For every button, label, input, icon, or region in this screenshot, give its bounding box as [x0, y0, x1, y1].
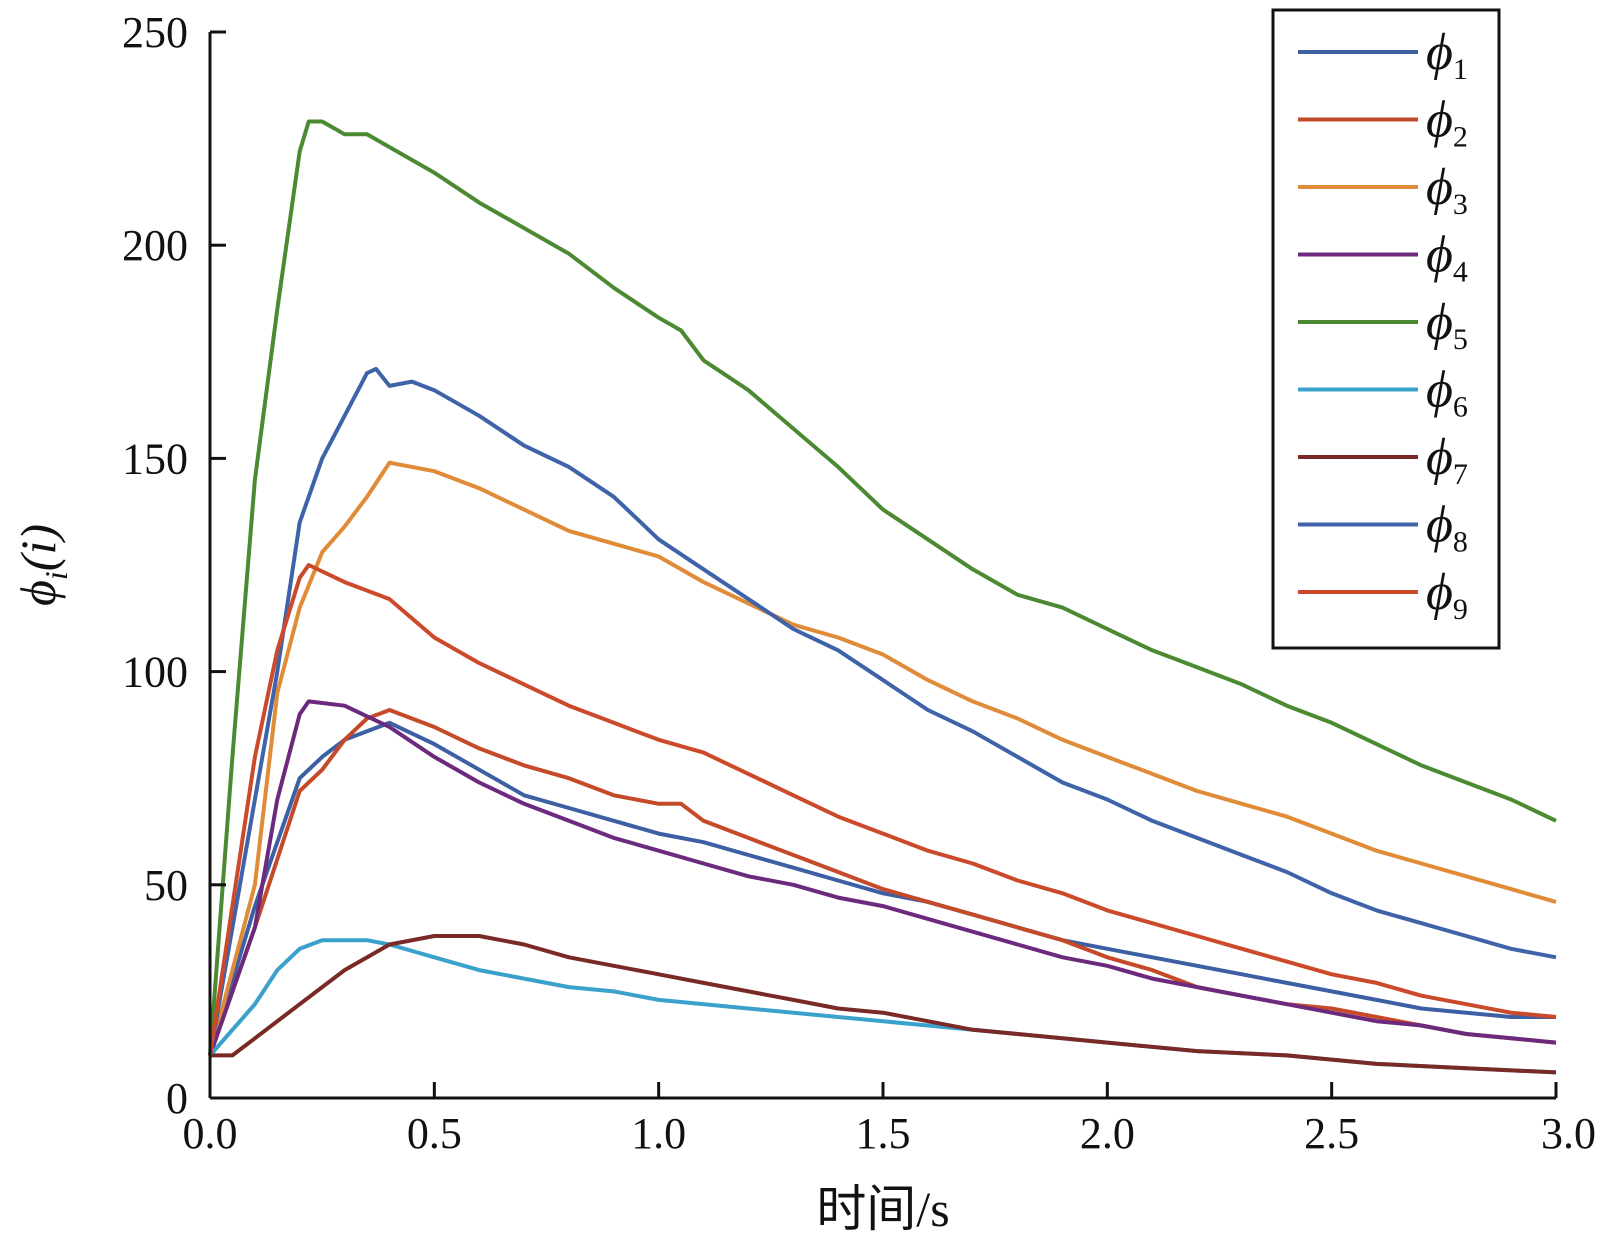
legend-label-5: ϕ5 — [1426, 294, 1468, 356]
y-axis-title: ϕi(i) — [10, 524, 74, 606]
y-tick-label: 100 — [122, 648, 188, 697]
series-line-8 — [208, 366, 1557, 1056]
legend-box — [1271, 8, 1501, 650]
y-tick-label: 200 — [122, 221, 188, 270]
series-line-4 — [208, 699, 1557, 1057]
legend-label-1: ϕ1 — [1426, 24, 1468, 86]
x-tick-label: 2.0 — [1080, 1109, 1135, 1158]
legend-label-2: ϕ2 — [1426, 92, 1468, 154]
legend-label-7: ϕ7 — [1426, 429, 1468, 491]
legend-label-9: ϕ9 — [1426, 564, 1468, 626]
series-line-7 — [210, 934, 1557, 1075]
series-line-6 — [208, 938, 1557, 1075]
series-layer — [208, 119, 1557, 1075]
ticks: 0.0 0.5 1.0 1.5 2.0 2.5 3.0 0 50 100 150 200 250 — [122, 8, 1596, 1158]
legend-label-3: ϕ3 — [1426, 159, 1468, 221]
x-axis-title: 时间/s — [816, 1181, 949, 1237]
legend-label-4: ϕ4 — [1426, 227, 1468, 289]
y-tick-label: 250 — [122, 8, 188, 57]
series-line-1 — [208, 720, 1556, 1056]
x-tick-label: 3.0 — [1541, 1109, 1596, 1158]
series-line-5 — [208, 119, 1557, 1056]
svg-text:ϕi(i): ϕi(i) — [10, 524, 74, 606]
y-tick-label: 0 — [166, 1074, 188, 1123]
series-line-9 — [208, 563, 1557, 1056]
x-tick-label: 0.5 — [407, 1109, 462, 1158]
y-tick-label: 150 — [122, 434, 188, 483]
y-axis-title-subscript: i — [38, 571, 74, 580]
y-axis-title-argument: (i) — [10, 524, 66, 571]
legend-label-6: ϕ6 — [1426, 362, 1468, 424]
y-axis-title-symbol: ϕ — [10, 580, 66, 606]
legend-label-8: ϕ8 — [1426, 497, 1468, 559]
x-tick-label: 1.5 — [856, 1109, 911, 1158]
y-tick-label: 50 — [144, 861, 188, 910]
series-line-2 — [208, 708, 1557, 1057]
x-tick-label: 1.0 — [631, 1109, 686, 1158]
x-tick-label: 0.0 — [183, 1109, 238, 1158]
x-tick-label: 2.5 — [1304, 1109, 1359, 1158]
series-line-3 — [208, 460, 1557, 1056]
